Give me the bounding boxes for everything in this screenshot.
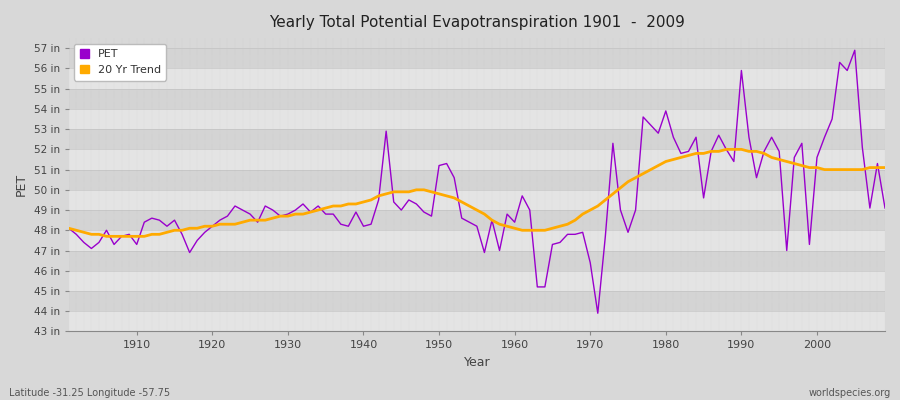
Bar [68, 149, 885, 170]
Text: worldspecies.org: worldspecies.org [809, 388, 891, 398]
Y-axis label: PET: PET [15, 173, 28, 196]
X-axis label: Year: Year [464, 356, 490, 369]
Bar [68, 109, 885, 129]
Bar [68, 48, 885, 68]
Bar [68, 291, 885, 311]
Bar [68, 230, 885, 250]
Bar [68, 170, 885, 190]
Title: Yearly Total Potential Evapotranspiration 1901  -  2009: Yearly Total Potential Evapotranspiratio… [269, 15, 685, 30]
Bar [68, 89, 885, 109]
Bar [68, 311, 885, 332]
Legend: PET, 20 Yr Trend: PET, 20 Yr Trend [75, 44, 166, 80]
Bar [68, 68, 885, 89]
Bar [68, 190, 885, 210]
Bar [68, 210, 885, 230]
Bar [68, 129, 885, 149]
Text: Latitude -31.25 Longitude -57.75: Latitude -31.25 Longitude -57.75 [9, 388, 170, 398]
Bar [68, 271, 885, 291]
Bar [68, 250, 885, 271]
